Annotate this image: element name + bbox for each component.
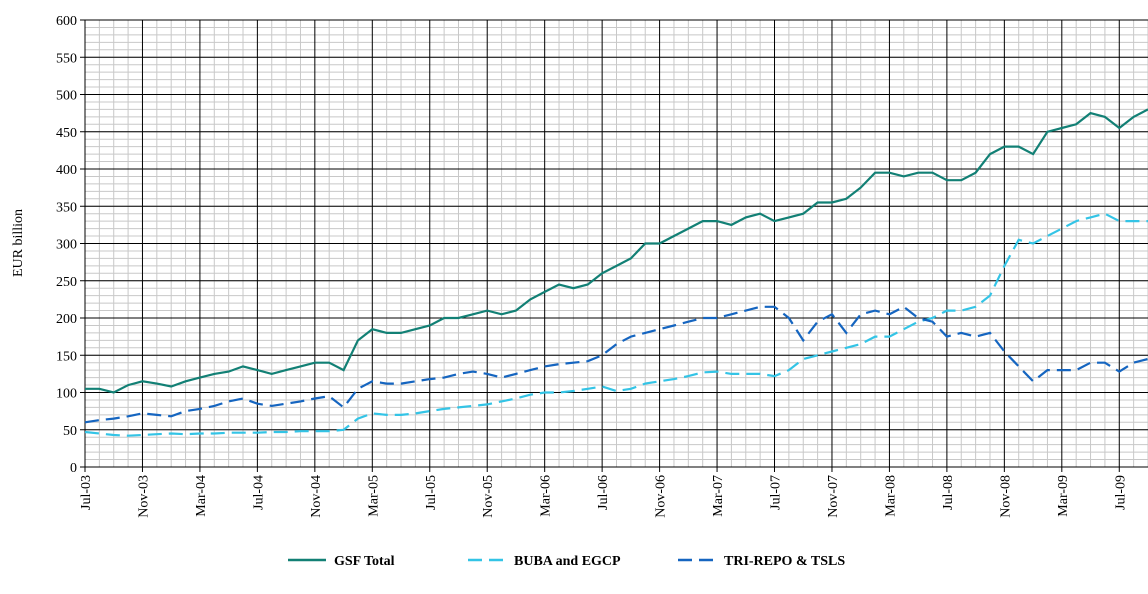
x-tick-label: Nov-08 (998, 475, 1013, 518)
y-tick-label: 350 (56, 200, 77, 215)
y-tick-label: 200 (56, 312, 77, 327)
x-tick-label: Jul-06 (596, 475, 611, 510)
x-tick-label: Mar-08 (883, 475, 898, 517)
y-tick-label: 100 (56, 387, 77, 402)
x-tick-label: Nov-05 (481, 475, 496, 518)
x-tick-label: Mar-06 (539, 475, 554, 517)
y-axis-label: EUR billion (11, 209, 26, 277)
x-tick-label: Jul-08 (941, 475, 956, 510)
x-tick-label: Jul-09 (1113, 475, 1128, 510)
y-tick-label: 50 (63, 424, 77, 439)
x-tick-label: Jul-07 (769, 475, 784, 510)
x-tick-label: Mar-05 (366, 475, 381, 517)
y-tick-label: 550 (56, 51, 77, 66)
series-line (85, 108, 1148, 394)
y-tick-label: 250 (56, 275, 77, 290)
x-tick-label: Nov-04 (309, 475, 324, 518)
x-tick-label: Nov-07 (826, 475, 841, 518)
x-tick-label: Jul-05 (424, 475, 439, 510)
y-tick-label: 450 (56, 126, 77, 141)
y-tick-label: 0 (70, 461, 77, 476)
x-tick-label: Mar-07 (711, 475, 726, 517)
x-tick-label: Mar-04 (194, 475, 209, 517)
x-tick-label: Jul-04 (251, 475, 266, 510)
y-tick-label: 400 (56, 163, 77, 178)
y-tick-label: 300 (56, 238, 77, 253)
y-tick-label: 500 (56, 89, 77, 104)
series-line (84, 305, 1148, 424)
legend-label: BUBA and EGCP (514, 554, 621, 569)
x-tick-label: Nov-03 (136, 475, 151, 518)
y-tick-label: 600 (56, 14, 77, 29)
x-tick-label: Mar-09 (1056, 475, 1071, 517)
y-tick-label: 150 (56, 349, 77, 364)
series-line (84, 212, 1148, 437)
legend-label: GSF Total (334, 554, 395, 569)
legend-label: TRI-REPO & TSLS (724, 554, 845, 569)
x-tick-label: Jul-03 (79, 475, 94, 510)
x-tick-label: Nov-06 (654, 475, 669, 518)
